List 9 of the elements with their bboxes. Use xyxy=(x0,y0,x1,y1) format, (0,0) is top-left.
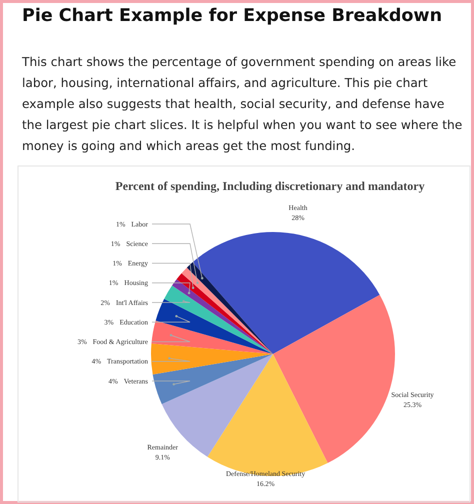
pie-slice xyxy=(192,232,380,354)
pie-slice xyxy=(151,320,273,354)
pie-slice xyxy=(152,354,273,404)
chart-title: Pie Chart Example for Expense Breakdown xyxy=(22,6,444,26)
chart-subtitle: This chart shows the percentage of government spending on areas like labor, housing, international affairs, and agriculture. This pie chart example also suggests that health, social security, and defense have the largest pie chart slices. It is helpful when you want to see where the money is going and which areas get the most funding. xyxy=(22,54,464,155)
text: Percent of spending, Including discretionary and mandatory xyxy=(115,179,425,193)
pie-slice xyxy=(207,354,328,476)
pie-slice xyxy=(156,298,273,354)
pie-slice xyxy=(151,344,273,374)
